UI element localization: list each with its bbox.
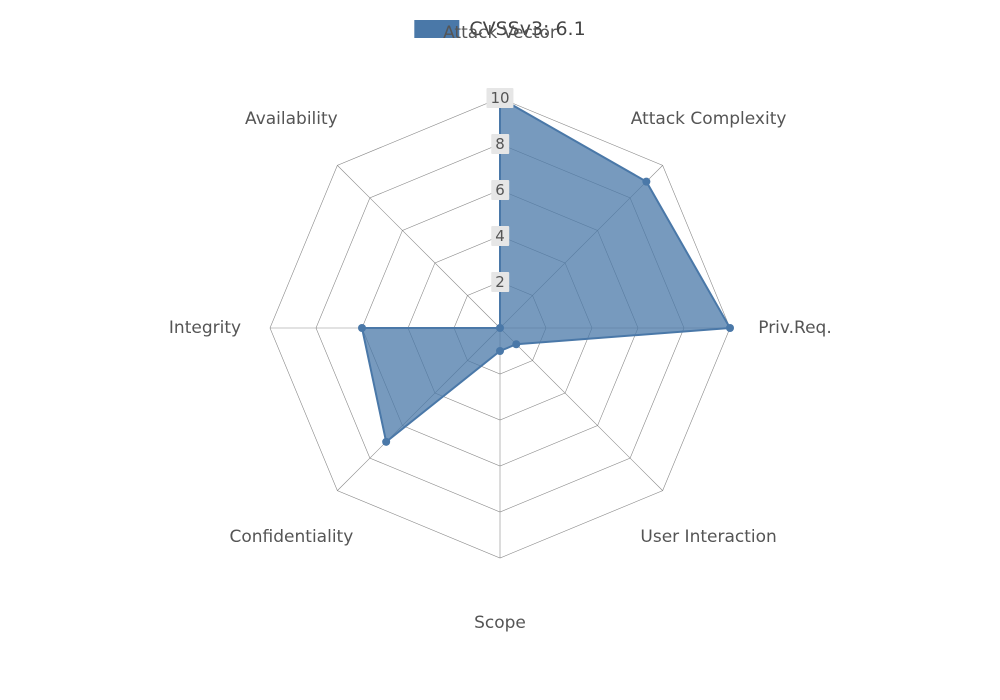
axis-label: User Interaction — [640, 527, 776, 547]
radar-chart: CVSSv3: 6.1 246810Attack VectorAttack Co… — [0, 0, 1000, 700]
axis-label: Attack Vector — [443, 23, 557, 43]
axis-label: Priv.Req. — [758, 318, 832, 338]
tick-label: 4 — [491, 226, 509, 246]
axis-label: Confidentiality — [230, 527, 354, 547]
tick-label: 2 — [491, 272, 509, 292]
tick-label: 8 — [491, 134, 509, 154]
axis-label: Attack Complexity — [631, 109, 787, 129]
axis-label: Scope — [474, 613, 526, 633]
axis-label: Integrity — [169, 318, 241, 338]
axis-label: Availability — [245, 109, 338, 129]
tick-label: 10 — [486, 88, 513, 108]
tick-label: 6 — [491, 180, 509, 200]
